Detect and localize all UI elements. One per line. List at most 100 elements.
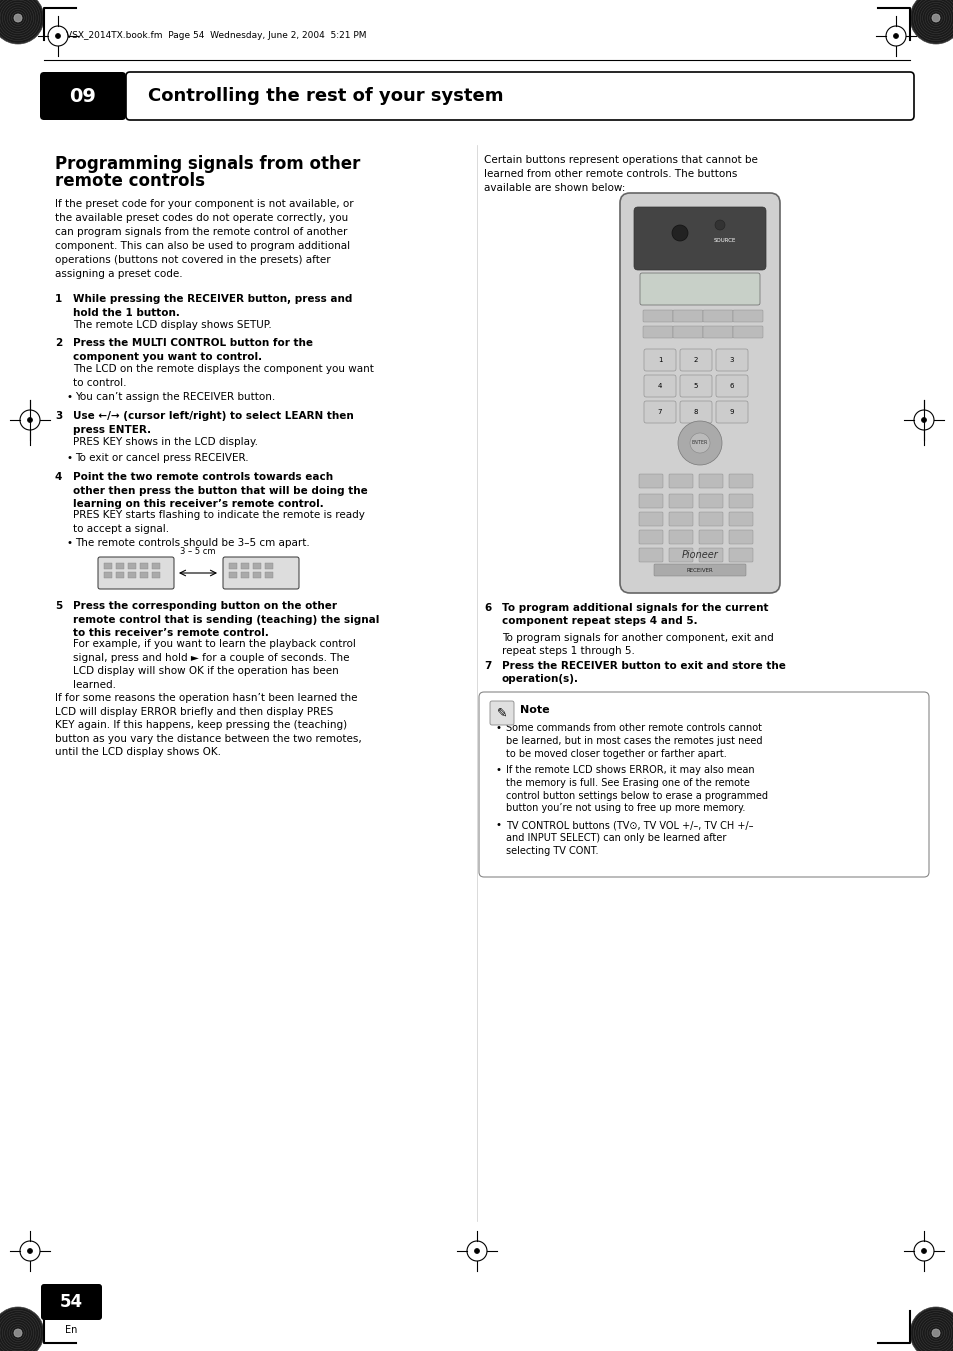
- Text: If for some reasons the operation hasn’t been learned the
LCD will display ERROR: If for some reasons the operation hasn’t…: [55, 693, 361, 758]
- FancyBboxPatch shape: [619, 193, 780, 593]
- Bar: [265, 571, 273, 578]
- FancyBboxPatch shape: [643, 376, 676, 397]
- Circle shape: [931, 14, 939, 22]
- FancyBboxPatch shape: [639, 494, 662, 508]
- FancyBboxPatch shape: [41, 1283, 102, 1320]
- FancyBboxPatch shape: [728, 530, 752, 544]
- Circle shape: [474, 1248, 479, 1254]
- FancyBboxPatch shape: [702, 309, 732, 322]
- FancyBboxPatch shape: [668, 549, 692, 562]
- Text: To program signals for another component, exit and
repeat steps 1 through 5.: To program signals for another component…: [501, 634, 773, 657]
- Circle shape: [689, 434, 709, 453]
- FancyBboxPatch shape: [728, 494, 752, 508]
- Text: 2: 2: [55, 338, 62, 349]
- Bar: [152, 571, 160, 578]
- Bar: [140, 563, 148, 569]
- FancyBboxPatch shape: [668, 512, 692, 526]
- FancyBboxPatch shape: [490, 701, 514, 725]
- Text: If the remote LCD shows ERROR, it may also mean
the memory is full. See Erasing : If the remote LCD shows ERROR, it may al…: [505, 765, 767, 813]
- Text: En: En: [65, 1325, 77, 1335]
- FancyBboxPatch shape: [639, 474, 662, 488]
- FancyBboxPatch shape: [728, 549, 752, 562]
- Text: •: •: [67, 392, 73, 403]
- Text: The remote LCD display shows SETUP.: The remote LCD display shows SETUP.: [73, 320, 272, 330]
- Text: 2: 2: [693, 357, 698, 363]
- Bar: [265, 563, 273, 569]
- Text: If the preset code for your component is not available, or
the available preset : If the preset code for your component is…: [55, 199, 354, 280]
- Text: 6: 6: [729, 382, 734, 389]
- Text: 9: 9: [729, 409, 734, 415]
- Text: 5: 5: [55, 601, 62, 611]
- Text: 09: 09: [70, 86, 96, 105]
- FancyBboxPatch shape: [126, 72, 913, 120]
- FancyBboxPatch shape: [716, 376, 747, 397]
- Text: •: •: [67, 453, 73, 463]
- Bar: [104, 571, 112, 578]
- FancyBboxPatch shape: [672, 309, 702, 322]
- Text: •: •: [67, 538, 73, 549]
- Text: •: •: [496, 820, 501, 830]
- FancyBboxPatch shape: [699, 512, 722, 526]
- FancyBboxPatch shape: [699, 530, 722, 544]
- FancyBboxPatch shape: [654, 563, 745, 576]
- Bar: [229, 563, 236, 569]
- Text: Press the corresponding button on the other
remote control that is sending (teac: Press the corresponding button on the ot…: [73, 601, 379, 638]
- Bar: [128, 571, 136, 578]
- FancyBboxPatch shape: [639, 512, 662, 526]
- FancyBboxPatch shape: [478, 692, 928, 877]
- Circle shape: [0, 1306, 44, 1351]
- Bar: [253, 563, 261, 569]
- Text: Certain buttons represent operations that cannot be
learned from other remote co: Certain buttons represent operations tha…: [483, 155, 757, 193]
- Text: SOURCE: SOURCE: [713, 239, 736, 243]
- FancyBboxPatch shape: [679, 401, 711, 423]
- Text: To program additional signals for the current
component repeat steps 4 and 5.: To program additional signals for the cu…: [501, 603, 768, 627]
- Text: RECEIVER: RECEIVER: [686, 567, 713, 573]
- FancyBboxPatch shape: [639, 549, 662, 562]
- FancyBboxPatch shape: [668, 474, 692, 488]
- FancyBboxPatch shape: [716, 349, 747, 372]
- FancyBboxPatch shape: [643, 401, 676, 423]
- FancyBboxPatch shape: [732, 309, 762, 322]
- FancyBboxPatch shape: [679, 349, 711, 372]
- Text: Press the MULTI CONTROL button for the
component you want to control.: Press the MULTI CONTROL button for the c…: [73, 338, 313, 362]
- Text: Point the two remote controls towards each
other then press the button that will: Point the two remote controls towards ea…: [73, 471, 367, 509]
- Text: Programming signals from other: Programming signals from other: [55, 155, 360, 173]
- Text: Some commands from other remote controls cannot
be learned, but in most cases th: Some commands from other remote controls…: [505, 723, 761, 759]
- FancyBboxPatch shape: [732, 326, 762, 338]
- Circle shape: [671, 226, 687, 240]
- Circle shape: [921, 1248, 925, 1254]
- Circle shape: [28, 1248, 32, 1254]
- FancyBboxPatch shape: [728, 474, 752, 488]
- Text: Use ←/→ (cursor left/right) to select LEARN then
press ENTER.: Use ←/→ (cursor left/right) to select LE…: [73, 411, 354, 435]
- FancyBboxPatch shape: [702, 326, 732, 338]
- FancyBboxPatch shape: [223, 557, 298, 589]
- Text: 7: 7: [483, 661, 491, 671]
- Text: 1: 1: [55, 295, 62, 304]
- FancyBboxPatch shape: [699, 549, 722, 562]
- Circle shape: [921, 417, 925, 423]
- FancyBboxPatch shape: [642, 309, 672, 322]
- Bar: [128, 563, 136, 569]
- Text: Controlling the rest of your system: Controlling the rest of your system: [148, 86, 503, 105]
- FancyBboxPatch shape: [668, 530, 692, 544]
- Bar: [241, 563, 249, 569]
- Bar: [241, 571, 249, 578]
- Circle shape: [28, 417, 32, 423]
- Circle shape: [714, 220, 724, 230]
- Text: The remote controls should be 3–5 cm apart.: The remote controls should be 3–5 cm apa…: [75, 538, 310, 549]
- Text: For example, if you want to learn the playback control
signal, press and hold ► : For example, if you want to learn the pl…: [73, 639, 355, 690]
- Circle shape: [0, 0, 44, 45]
- FancyBboxPatch shape: [716, 401, 747, 423]
- Text: While pressing the RECEIVER button, press and
hold the 1 button.: While pressing the RECEIVER button, pres…: [73, 295, 352, 317]
- Text: 8: 8: [693, 409, 698, 415]
- FancyBboxPatch shape: [643, 349, 676, 372]
- Text: •: •: [496, 723, 501, 734]
- FancyBboxPatch shape: [634, 207, 765, 270]
- Text: You can’t assign the RECEIVER button.: You can’t assign the RECEIVER button.: [75, 392, 275, 403]
- FancyBboxPatch shape: [668, 494, 692, 508]
- Text: PRES KEY shows in the LCD display.: PRES KEY shows in the LCD display.: [73, 436, 257, 447]
- Text: •: •: [496, 765, 501, 775]
- Circle shape: [14, 1329, 22, 1337]
- Bar: [253, 571, 261, 578]
- Bar: [140, 571, 148, 578]
